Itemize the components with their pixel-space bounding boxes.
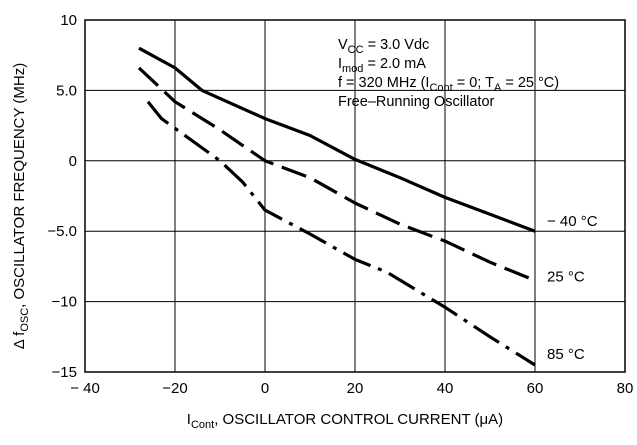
note-text: = 0; T (453, 75, 494, 91)
y-axis-label-rest: , OSCILLATOR FREQUENCY (MHz) (11, 63, 28, 308)
x-axis-label-rest: , OSCILLATOR CONTROL CURRENT (μA) (214, 411, 503, 428)
series-line-2 (137, 66, 536, 282)
note-text: = 3.0 Vdc (364, 37, 430, 53)
x-axis-label-subscript: Cont (191, 419, 214, 431)
x-tick-label: − 40 (70, 380, 100, 397)
x-tick-label: 40 (437, 380, 454, 397)
y-axis-label-subscript: OSC (19, 308, 31, 332)
y-tick-labels: 10 5.0 0 −5.0 −10 −15 (47, 12, 77, 381)
note-subscript: mod (342, 63, 363, 75)
x-tick-label: 20 (347, 380, 364, 397)
note-subscript: A (494, 82, 502, 94)
y-tick-label: 5.0 (56, 82, 77, 99)
note-text: V (338, 37, 348, 53)
y-tick-label: −10 (52, 294, 77, 311)
y-axis-label-main: Δ f (11, 331, 28, 349)
y-tick-label: −5.0 (47, 223, 77, 240)
x-tick-labels: − 40 −20 0 20 40 60 80 (70, 380, 633, 397)
series-label-3: 85 °C (547, 346, 585, 363)
x-tick-label: −20 (162, 380, 187, 397)
plot-frame (84, 19, 626, 373)
conditions-annotation: VCC = 3.0 Vdc Imod = 2.0 mA f = 320 MHz (I… (338, 37, 559, 110)
y-axis-label: Δ fOSC, OSCILLATOR FREQUENCY (MHz) (11, 63, 31, 349)
note-text: I (338, 56, 342, 72)
note-text: Free–Running Oscillator (338, 94, 495, 110)
series-line-1 (138, 46, 536, 233)
series-labels: − 40 °C 25 °C 85 °C (547, 213, 598, 363)
x-tick-label: 0 (261, 380, 269, 397)
y-tick-label: −15 (52, 364, 77, 381)
x-tick-label: 80 (617, 380, 634, 397)
note-subscript: Cont (429, 82, 452, 94)
x-axis-label-main: I (187, 411, 191, 428)
x-tick-label: 60 (527, 380, 544, 397)
note-text: f = 320 MHz (I (338, 75, 429, 91)
series-layer (137, 46, 536, 367)
note-subscript: CC (348, 44, 364, 56)
series-label-2: 25 °C (547, 268, 585, 285)
y-tick-label: 0 (69, 153, 77, 170)
series-line-3 (146, 100, 536, 367)
series-label-1: − 40 °C (547, 213, 598, 230)
x-axis-label: ICont, OSCILLATOR CONTROL CURRENT (μA) (187, 411, 503, 431)
note-text: = 2.0 mA (363, 56, 426, 72)
y-tick-label: 10 (60, 12, 77, 29)
note-text: = 25 °C) (501, 75, 559, 91)
